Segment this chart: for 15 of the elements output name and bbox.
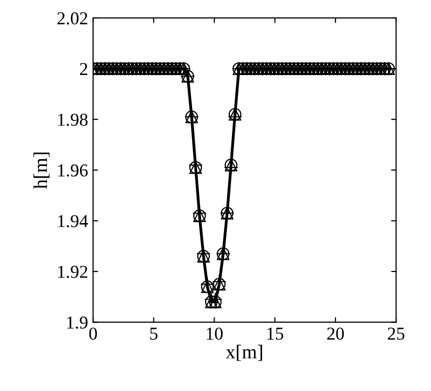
y-tick-label: 1.98 <box>58 114 88 126</box>
x-tick-label: 15 <box>267 328 284 340</box>
y-tick-label: 1.96 <box>58 164 88 177</box>
y-tick-label: 2.02 <box>57 12 88 25</box>
x-tick-label: 5 <box>150 328 158 340</box>
x-tick-label: 0 <box>89 328 97 340</box>
x-axis-title: x[m] <box>226 344 262 361</box>
y-tick-label: 1.92 <box>58 266 88 278</box>
y-axis-title: h[m] <box>33 152 50 189</box>
y-tick-label: 1.94 <box>58 215 88 228</box>
y-tick-label: 2 <box>80 62 88 75</box>
x-tick-label: 20 <box>327 328 344 340</box>
y-tick-label: 1.9 <box>67 316 88 329</box>
x-tick-label: 10 <box>206 328 223 340</box>
x-tick-label: 25 <box>388 328 404 340</box>
